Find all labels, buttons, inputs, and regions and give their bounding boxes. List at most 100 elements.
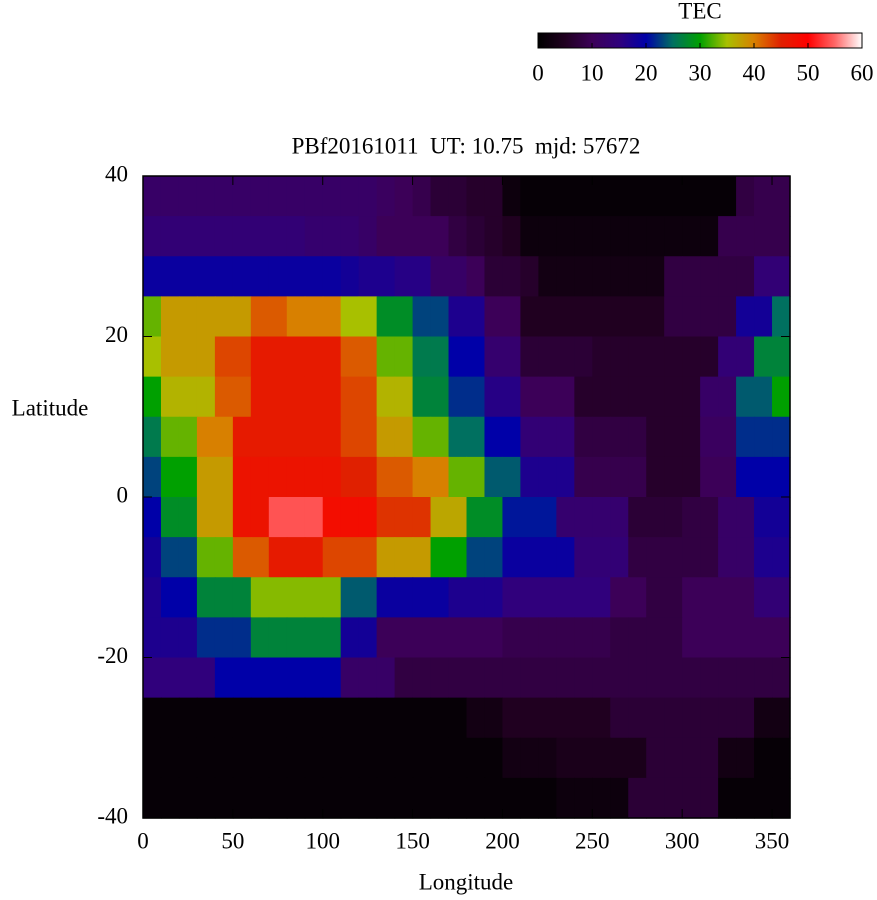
heatmap-cell bbox=[466, 336, 486, 378]
heatmap-cell bbox=[304, 737, 324, 779]
heatmap-cell bbox=[430, 617, 450, 659]
heatmap-cell bbox=[574, 376, 593, 418]
heatmap-cell bbox=[574, 617, 593, 659]
heatmap-cell bbox=[592, 176, 611, 217]
heatmap-cell bbox=[340, 777, 360, 819]
heatmap-cell bbox=[520, 176, 539, 217]
heatmap-cell bbox=[754, 697, 773, 739]
y-tick-label: 0 bbox=[117, 482, 129, 507]
heatmap-cell bbox=[772, 537, 791, 578]
heatmap-cell bbox=[214, 537, 234, 578]
heatmap-cell bbox=[394, 577, 414, 618]
heatmap-cell bbox=[736, 617, 755, 659]
heatmap-cell bbox=[322, 376, 342, 418]
heatmap-cell bbox=[448, 456, 468, 498]
heatmap-cell bbox=[610, 617, 629, 659]
heatmap-cell bbox=[610, 577, 629, 618]
heatmap-cell bbox=[304, 577, 324, 618]
heatmap-cell bbox=[412, 216, 432, 257]
heatmap-cell bbox=[484, 256, 504, 297]
heatmap-cell bbox=[502, 777, 522, 819]
heatmap-cell bbox=[484, 456, 504, 498]
heatmap-cell bbox=[394, 336, 414, 378]
y-tick-label: 40 bbox=[105, 161, 128, 186]
heatmap-cell bbox=[538, 497, 557, 538]
heatmap-cell bbox=[682, 296, 701, 338]
heatmap-cell bbox=[196, 617, 216, 659]
heatmap-cell bbox=[466, 777, 486, 819]
heatmap-cell bbox=[412, 497, 432, 538]
heatmap-cell bbox=[304, 456, 324, 498]
heatmap-cell bbox=[250, 296, 270, 338]
heatmap-cell bbox=[628, 537, 647, 578]
heatmap-cell bbox=[178, 497, 198, 538]
heatmap-cell bbox=[178, 256, 198, 297]
heatmap-cell bbox=[718, 216, 737, 257]
heatmap-cell bbox=[772, 577, 791, 618]
heatmap-cell bbox=[196, 216, 216, 257]
heatmap-cell bbox=[376, 497, 396, 538]
heatmap-cell bbox=[358, 176, 378, 217]
heatmap-cell bbox=[502, 336, 522, 378]
heatmap-cell bbox=[736, 577, 755, 618]
heatmap-cell bbox=[448, 176, 468, 217]
heatmap-cell bbox=[574, 296, 593, 338]
heatmap-cell bbox=[340, 577, 360, 618]
heatmap-cell bbox=[484, 577, 504, 618]
heatmap-cell bbox=[412, 697, 432, 739]
y-tick-label: -20 bbox=[97, 643, 128, 668]
heatmap-cell bbox=[430, 657, 450, 699]
heatmap-cell bbox=[268, 617, 288, 659]
heatmap-cell bbox=[628, 216, 647, 257]
heatmap-cell bbox=[340, 256, 360, 297]
heatmap-cell bbox=[268, 296, 288, 338]
heatmap-cell bbox=[466, 216, 486, 257]
heatmap-cell bbox=[160, 456, 180, 498]
heatmap-cell bbox=[322, 737, 342, 779]
heatmap-cell bbox=[304, 697, 324, 739]
heatmap-cell bbox=[646, 376, 665, 418]
heatmap-cell bbox=[412, 296, 432, 338]
heatmap-cell bbox=[520, 777, 539, 819]
heatmap-cell bbox=[268, 577, 288, 618]
heatmap-cell bbox=[214, 176, 234, 217]
heatmap-cell bbox=[160, 657, 180, 699]
heatmap-cell bbox=[556, 777, 575, 819]
heatmap-cell bbox=[502, 216, 522, 257]
heatmap-cell bbox=[196, 657, 216, 699]
heatmap-cell bbox=[412, 456, 432, 498]
heatmap-cell bbox=[160, 737, 180, 779]
heatmap-cell bbox=[143, 416, 162, 458]
heatmap-cell bbox=[394, 176, 414, 217]
heatmap-cell bbox=[286, 617, 306, 659]
heatmap-cell bbox=[772, 336, 791, 378]
heatmap-cell bbox=[736, 697, 755, 739]
heatmap-cell bbox=[232, 657, 252, 699]
heatmap-cell bbox=[538, 617, 557, 659]
heatmap-cell bbox=[322, 176, 342, 217]
heatmap-cell bbox=[700, 216, 719, 257]
heatmap-cell bbox=[610, 456, 629, 498]
heatmap-cell bbox=[754, 216, 773, 257]
heatmap-cell bbox=[502, 577, 522, 618]
heatmap-cell bbox=[358, 216, 378, 257]
heatmap-cell bbox=[232, 697, 252, 739]
heatmap-cell bbox=[466, 617, 486, 659]
colorbar-tick-label: 10 bbox=[581, 60, 604, 85]
heatmap-cell bbox=[143, 497, 162, 538]
heatmap-cell bbox=[592, 497, 611, 538]
heatmap-cell bbox=[664, 296, 683, 338]
heatmap-cell bbox=[412, 617, 432, 659]
colorbar-tick-label: 40 bbox=[743, 60, 766, 85]
heatmap-cell bbox=[376, 777, 396, 819]
heatmap-cell bbox=[754, 657, 773, 699]
heatmap-cell bbox=[304, 336, 324, 378]
heatmap-cell bbox=[322, 256, 342, 297]
heatmap-cell bbox=[143, 777, 162, 819]
heatmap-cell bbox=[448, 657, 468, 699]
chart-title: PBf20161011 UT: 10.75 mjd: 57672 bbox=[292, 133, 641, 158]
heatmap-cell bbox=[448, 336, 468, 378]
heatmap-cell bbox=[754, 577, 773, 618]
heatmap-cell bbox=[466, 537, 486, 578]
heatmap-cell bbox=[160, 416, 180, 458]
